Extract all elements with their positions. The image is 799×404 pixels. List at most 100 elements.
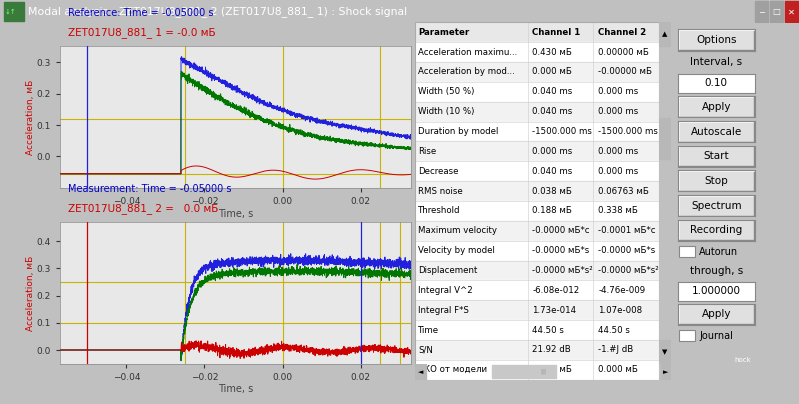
Text: Threshold: Threshold [418, 206, 460, 215]
Text: Reference: Time = -0.05000 s: Reference: Time = -0.05000 s [68, 8, 213, 18]
Text: -0.0000 мБ*s²: -0.0000 мБ*s² [598, 266, 659, 275]
Text: Apply: Apply [702, 309, 731, 319]
Text: ZET017U8_881_ 2 =   0.0 мБ: ZET017U8_881_ 2 = 0.0 мБ [68, 203, 218, 214]
Text: 0.000 ms: 0.000 ms [598, 147, 638, 156]
Bar [415, 300, 659, 320]
Y-axis label: Acceleration, мБ: Acceleration, мБ [26, 255, 35, 330]
Text: -1.#J dB: -1.#J dB [598, 345, 634, 354]
Text: 0.040 ms: 0.040 ms [532, 87, 573, 96]
Text: -0.0000 мБ*c: -0.0000 мБ*c [532, 226, 590, 235]
Text: Spectrum: Spectrum [691, 201, 741, 210]
Bar [415, 141, 659, 161]
Text: Width (50 %): Width (50 %) [418, 87, 475, 96]
Text: Velocity by model: Velocity by model [418, 246, 495, 255]
Text: 0.06763 мБ: 0.06763 мБ [598, 187, 649, 196]
Text: hock: hock [734, 357, 751, 363]
Text: Recording: Recording [690, 225, 742, 235]
Text: 0.000 мБ: 0.000 мБ [598, 365, 638, 375]
FancyBboxPatch shape [679, 330, 694, 341]
Text: -0.0000 мБ*s²: -0.0000 мБ*s² [532, 266, 593, 275]
Text: 0.338 мБ: 0.338 мБ [598, 206, 638, 215]
Text: Duration by model: Duration by model [418, 127, 499, 136]
Text: Start: Start [703, 152, 729, 161]
Text: 0.000 ms: 0.000 ms [532, 147, 573, 156]
Bar [755, 1, 768, 22]
Text: 21.92 dB: 21.92 dB [532, 345, 571, 354]
Bar [415, 261, 659, 280]
Text: ►: ► [663, 369, 669, 375]
Bar [415, 62, 659, 82]
Text: -1500.000 ms: -1500.000 ms [598, 127, 658, 136]
Bar [415, 82, 659, 102]
Bar [415, 22, 659, 42]
Bar [785, 1, 798, 22]
Text: 1.07e-008: 1.07e-008 [598, 306, 642, 315]
Text: -6.08e-012: -6.08e-012 [532, 286, 580, 295]
Text: 0.040 ms: 0.040 ms [532, 107, 573, 116]
Text: Interval, s: Interval, s [690, 57, 742, 67]
Y-axis label: Acceleration, мБ: Acceleration, мБ [26, 80, 35, 155]
Text: Apply: Apply [702, 102, 731, 112]
Text: S/N: S/N [418, 345, 433, 354]
Bar [661, 364, 671, 380]
Text: ◄: ◄ [418, 369, 423, 375]
Bar [415, 221, 659, 241]
Text: СКО от модели: СКО от модели [418, 365, 487, 375]
Text: ↓↑: ↓↑ [5, 9, 17, 15]
Text: Rise: Rise [418, 147, 436, 156]
Text: |||: ||| [540, 369, 547, 375]
Text: -0.0001 мБ*c: -0.0001 мБ*c [598, 226, 656, 235]
Text: through, s: through, s [690, 266, 743, 276]
Bar [770, 1, 783, 22]
Text: -0.0000 мБ*s: -0.0000 мБ*s [598, 246, 655, 255]
Bar [415, 360, 659, 380]
Text: 0.000 мБ: 0.000 мБ [532, 67, 572, 76]
Bar [492, 365, 556, 378]
Text: Acceleration by mod...: Acceleration by mod... [418, 67, 515, 76]
Text: Maximum velocity: Maximum velocity [418, 226, 497, 235]
Text: ▼: ▼ [662, 349, 668, 355]
Text: 44.50 s: 44.50 s [532, 326, 564, 335]
Bar [415, 280, 659, 300]
Text: Integral F*S: Integral F*S [418, 306, 469, 315]
Bar [415, 201, 659, 221]
Text: Integral V^2: Integral V^2 [418, 286, 473, 295]
Text: Acceleration maximu...: Acceleration maximu... [418, 48, 517, 57]
Text: Modal analysis - ZET017U8_881_ 2 (ZET017U8_881_ 1) : Shock signal: Modal analysis - ZET017U8_881_ 2 (ZET017… [28, 6, 407, 17]
X-axis label: Time, s: Time, s [218, 384, 253, 394]
Bar [415, 161, 659, 181]
Bar [659, 118, 671, 159]
Bar [415, 364, 426, 380]
Text: Stop: Stop [705, 176, 728, 186]
Text: Time: Time [418, 326, 439, 335]
Text: RMS noise: RMS noise [418, 187, 463, 196]
Text: 0.10: 0.10 [705, 78, 728, 88]
Text: -1500.000 ms: -1500.000 ms [532, 127, 592, 136]
Text: 1.73e-014: 1.73e-014 [532, 306, 577, 315]
Bar [4, 2, 24, 21]
Text: ─: ─ [759, 7, 764, 16]
Text: 0.188 мБ: 0.188 мБ [532, 206, 572, 215]
Text: Decrease: Decrease [418, 167, 459, 176]
Text: Journal: Journal [699, 331, 733, 341]
Text: -4.76e-009: -4.76e-009 [598, 286, 646, 295]
Bar [415, 241, 659, 261]
Text: Autorun: Autorun [699, 247, 738, 257]
Text: Channel 2: Channel 2 [598, 27, 646, 37]
Text: 0.430 мБ: 0.430 мБ [532, 48, 572, 57]
Text: ZET017U8_881_ 1 = -0.0 мБ: ZET017U8_881_ 1 = -0.0 мБ [68, 27, 216, 38]
Bar [415, 42, 659, 62]
Text: 0.00000 мБ: 0.00000 мБ [598, 48, 649, 57]
Text: 0.040 ms: 0.040 ms [532, 167, 573, 176]
Text: 0.000 ms: 0.000 ms [598, 87, 638, 96]
Text: ▲: ▲ [662, 31, 668, 37]
Text: 0.038 мБ: 0.038 мБ [532, 187, 572, 196]
Text: 0.000 ms: 0.000 ms [598, 107, 638, 116]
Bar [415, 181, 659, 201]
X-axis label: Time, s: Time, s [218, 208, 253, 219]
Bar [415, 102, 659, 122]
Text: Autoscale: Autoscale [690, 127, 742, 137]
Text: Parameter: Parameter [418, 27, 469, 37]
Text: □: □ [773, 7, 781, 16]
Text: Options: Options [696, 35, 737, 45]
